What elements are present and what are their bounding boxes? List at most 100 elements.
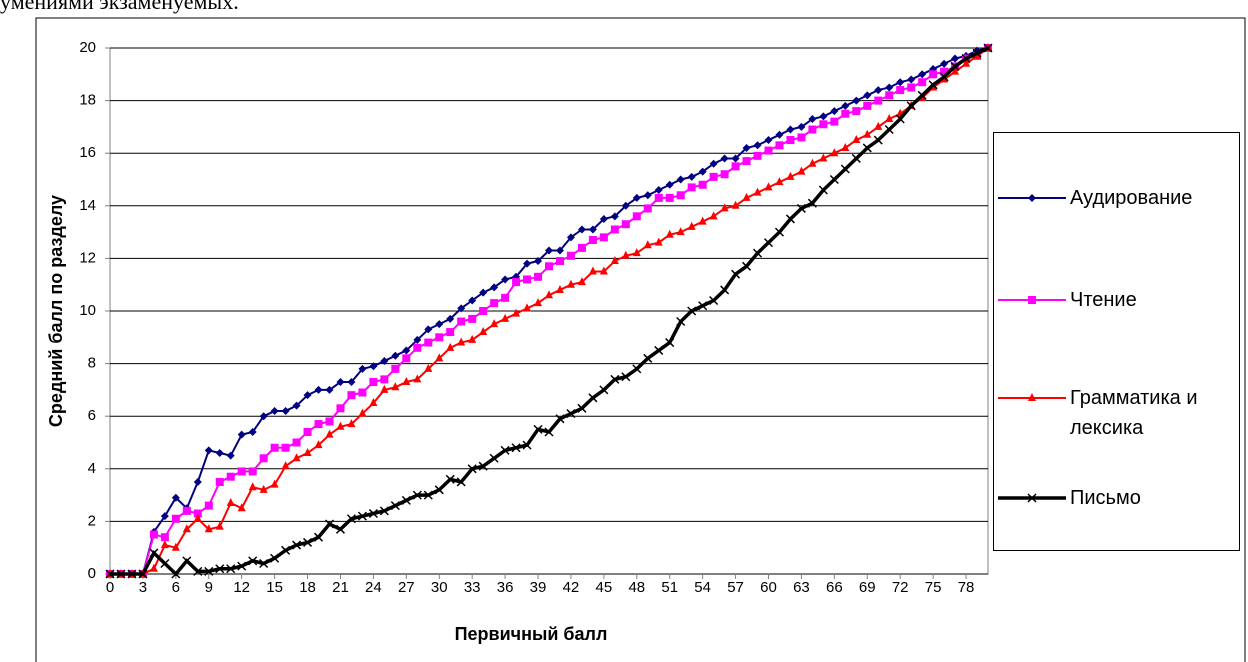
legend-item: Аудирование <box>994 183 1240 213</box>
marker <box>797 122 806 131</box>
marker <box>841 142 850 151</box>
marker <box>478 461 488 471</box>
marker <box>874 86 883 95</box>
marker <box>281 461 290 470</box>
marker <box>632 248 641 257</box>
marker <box>215 449 224 458</box>
marker <box>731 269 741 279</box>
marker <box>819 120 828 129</box>
marker <box>665 193 674 202</box>
marker <box>643 240 652 249</box>
marker <box>523 303 532 312</box>
chart-frame <box>35 17 1246 662</box>
x-tick-label: 42 <box>563 579 580 596</box>
marker <box>852 96 861 105</box>
y-tick-label: 8 <box>88 355 96 372</box>
marker <box>248 467 257 476</box>
marker <box>665 180 674 189</box>
marker <box>610 256 619 265</box>
y-tick-label: 18 <box>79 92 96 109</box>
marker <box>468 314 477 323</box>
marker <box>193 513 202 522</box>
marker <box>621 201 630 210</box>
marker <box>709 211 718 220</box>
marker <box>599 385 609 395</box>
marker <box>720 285 730 295</box>
marker <box>456 477 466 487</box>
marker <box>314 420 323 429</box>
caption-fragment: умениями экзаменуемых. <box>0 0 239 14</box>
marker <box>204 566 214 576</box>
marker <box>380 384 389 393</box>
marker <box>720 154 729 163</box>
legend-label: Чтение <box>1070 289 1137 311</box>
marker <box>500 445 510 455</box>
marker <box>424 325 433 334</box>
marker <box>632 193 641 202</box>
marker <box>226 564 236 574</box>
marker <box>325 429 334 438</box>
marker <box>533 424 543 434</box>
marker <box>566 251 575 260</box>
marker <box>193 477 202 486</box>
marker <box>961 53 971 64</box>
x-tick-label: 57 <box>727 579 744 596</box>
marker <box>149 530 158 539</box>
marker <box>654 186 663 195</box>
marker <box>379 506 389 516</box>
marker <box>951 66 960 75</box>
marker <box>621 220 630 229</box>
marker <box>226 451 235 460</box>
marker <box>501 313 510 322</box>
marker <box>479 307 488 315</box>
marker <box>830 117 839 126</box>
marker <box>160 512 169 521</box>
x-tick-label: 18 <box>299 579 316 596</box>
marker <box>281 406 290 415</box>
marker <box>720 170 729 179</box>
y-tick-label: 0 <box>88 565 96 582</box>
x-tick-label: 75 <box>925 579 942 596</box>
marker <box>731 154 740 163</box>
marker <box>863 101 872 110</box>
marker <box>874 96 883 105</box>
marker <box>851 153 861 163</box>
marker <box>511 443 521 453</box>
marker <box>489 453 499 463</box>
marker <box>160 558 170 569</box>
marker <box>490 283 499 292</box>
marker <box>774 227 785 237</box>
marker <box>950 61 960 71</box>
x-tick-label: 72 <box>892 579 909 596</box>
marker <box>545 246 553 255</box>
marker <box>566 233 575 242</box>
marker <box>204 446 213 455</box>
marker <box>445 474 455 484</box>
marker <box>884 124 894 135</box>
marker <box>808 115 817 124</box>
legend-label: Грамматика и лексика <box>1070 387 1198 439</box>
y-tick-label: 14 <box>79 197 96 214</box>
marker <box>336 404 345 413</box>
marker <box>588 235 597 244</box>
x-tick-label: 39 <box>530 579 547 596</box>
marker <box>577 243 586 252</box>
marker <box>643 353 653 363</box>
marker <box>555 414 565 424</box>
marker <box>555 257 564 266</box>
x-axis-label: Первичный балл <box>455 624 608 644</box>
y-tick-label: 6 <box>88 407 96 424</box>
marker <box>149 548 159 558</box>
marker <box>917 90 927 100</box>
marker <box>390 501 400 511</box>
marker <box>709 172 718 181</box>
legend-item: Грамматика и лексика <box>994 383 1240 443</box>
marker <box>731 162 740 171</box>
marker <box>248 556 258 566</box>
marker <box>303 427 312 436</box>
marker <box>171 569 181 579</box>
marker <box>599 233 608 242</box>
marker <box>885 114 894 123</box>
marker <box>391 351 400 360</box>
marker <box>138 569 148 579</box>
